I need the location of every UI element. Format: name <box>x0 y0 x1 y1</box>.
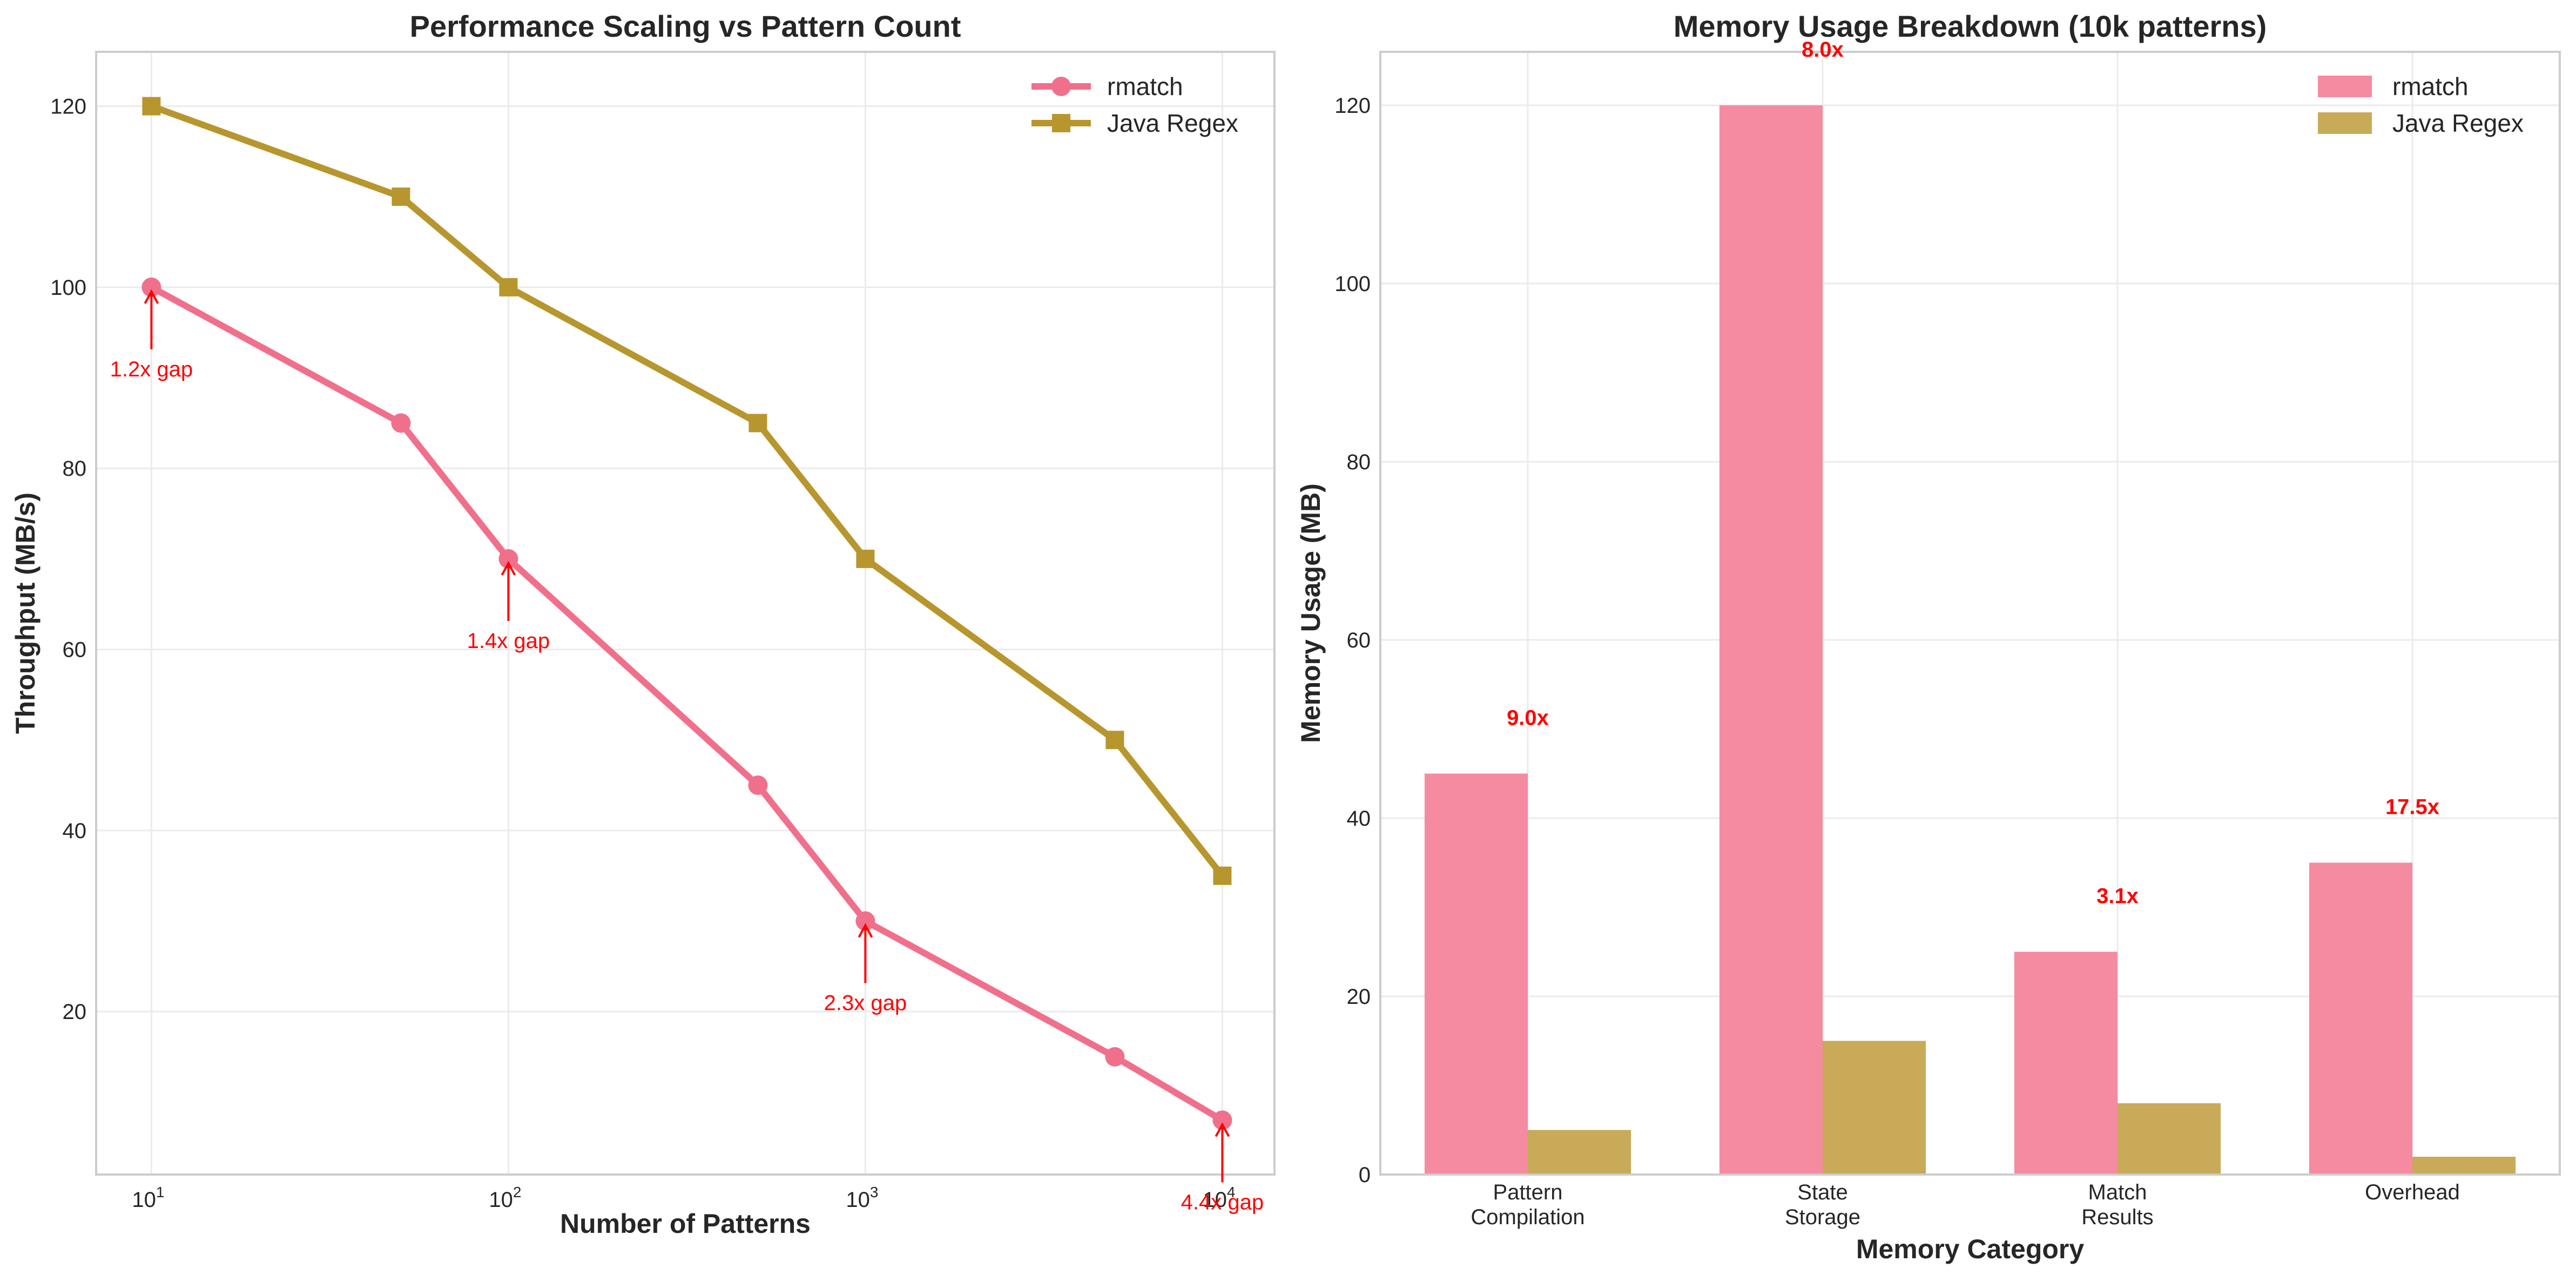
legend-marker <box>1051 77 1071 96</box>
y-tick-label: 120 <box>1334 94 1371 118</box>
x-tick-base: 10 <box>1203 1188 1227 1212</box>
plot-frame <box>1379 51 2561 1176</box>
y-axis-title: Throughput (MB/s) <box>10 492 41 734</box>
annotation-label: 1.2x gap <box>110 357 193 381</box>
bar-java-regex <box>2118 1103 2221 1175</box>
data-point-marker <box>499 278 518 296</box>
data-point-marker <box>1212 1110 1232 1130</box>
x-category-label: Overhead <box>2365 1180 2460 1204</box>
legend-label: rmatch <box>2392 72 2469 100</box>
x-category-label: Pattern <box>1493 1180 1563 1204</box>
x-tick-base: 10 <box>489 1188 513 1212</box>
annotation-arrow-head <box>501 561 516 576</box>
x-tick-exponent: 4 <box>1227 1184 1236 1200</box>
y-tick-label: 40 <box>63 819 87 843</box>
x-tick-exponent: 1 <box>156 1184 165 1200</box>
y-tick-label: 0 <box>1359 1163 1371 1187</box>
x-axis-title: Memory Category <box>1856 1234 2085 1264</box>
y-axis-title: Memory Usage (MB) <box>1296 483 1326 743</box>
x-axis-title: Number of Patterns <box>560 1209 811 1239</box>
x-tick-label: 102 <box>489 1184 521 1212</box>
ratio-label: 17.5x <box>2385 795 2439 819</box>
series-line-java-regex <box>150 103 1225 878</box>
data-point-marker <box>1105 731 1124 750</box>
bar-rmatch <box>2309 862 2412 1175</box>
ratio-label: 8.0x <box>1802 38 1844 62</box>
x-category-label: Results <box>2081 1205 2153 1229</box>
data-point-marker <box>391 413 411 433</box>
data-point-marker <box>748 414 767 433</box>
annotation-label: 1.4x gap <box>467 629 550 653</box>
x-tick-label: 103 <box>846 1184 878 1212</box>
chart-title: Performance Scaling vs Pattern Count <box>410 9 961 43</box>
x-category-label: Compilation <box>1471 1205 1584 1229</box>
annotation-label: 4.4x gap <box>1181 1190 1264 1214</box>
bar-rmatch <box>1719 105 1823 1175</box>
legend-label: Java Regex <box>2392 109 2524 137</box>
x-category-label: Storage <box>1785 1205 1860 1229</box>
legend-swatch <box>2318 76 2372 97</box>
data-point-marker <box>748 775 768 795</box>
annotation-arrow-head <box>858 923 873 938</box>
x-tick-base: 10 <box>846 1188 870 1212</box>
legend-marker <box>1052 114 1070 132</box>
data-point-marker <box>1213 866 1232 885</box>
y-tick-label: 100 <box>50 276 86 300</box>
legend-label: Java Regex <box>1107 109 1238 137</box>
data-point-marker <box>392 187 410 206</box>
bar-chart-panel: 9.0x 8.0x 3.1x 17.5x 0 20 40 60 80 100 120 PatternC… <box>1296 9 2561 1264</box>
y-tick-label: 60 <box>1347 629 1371 652</box>
y-tick-label: 120 <box>50 95 86 119</box>
annotation-arrow-head <box>144 289 159 304</box>
x-tick-label: 101 <box>132 1184 164 1212</box>
plot-frame <box>95 51 1276 1176</box>
ratio-label: 9.0x <box>1507 706 1549 730</box>
y-tick-label: 20 <box>63 1000 87 1024</box>
data-point-marker <box>141 277 161 297</box>
x-tick-base: 10 <box>132 1188 156 1212</box>
y-tick-label: 40 <box>1347 807 1371 831</box>
data-point-marker <box>498 549 518 569</box>
x-tick-label: 104 <box>1203 1184 1235 1212</box>
y-tick-label: 60 <box>63 638 87 662</box>
x-category-label: Match <box>2088 1180 2147 1204</box>
ratio-label: 3.1x <box>2096 885 2139 908</box>
y-tick-label: 80 <box>1347 450 1371 474</box>
x-tick-exponent: 3 <box>870 1184 879 1200</box>
y-tick-label: 100 <box>1334 272 1371 296</box>
data-point-marker <box>855 911 875 931</box>
annotation-label: 2.3x gap <box>824 991 907 1015</box>
data-point-marker <box>142 97 161 116</box>
bar-rmatch <box>2014 952 2118 1175</box>
y-tick-label: 80 <box>63 457 87 481</box>
bar-java-regex <box>1528 1130 1631 1175</box>
legend-swatch <box>2318 112 2372 134</box>
y-tick-label: 20 <box>1347 985 1371 1009</box>
data-point-marker <box>1105 1047 1125 1067</box>
legend-label: rmatch <box>1107 72 1183 100</box>
annotation-arrow-head <box>1215 1122 1230 1137</box>
data-point-marker <box>856 549 875 568</box>
x-tick-exponent: 2 <box>513 1184 522 1200</box>
chart-title: Memory Usage Breakdown (10k patterns) <box>1674 9 2267 43</box>
bar-rmatch <box>1424 773 1528 1175</box>
bar-java-regex <box>2412 1157 2516 1175</box>
bar-java-regex <box>1823 1041 1926 1175</box>
x-category-label: State <box>1797 1180 1847 1204</box>
